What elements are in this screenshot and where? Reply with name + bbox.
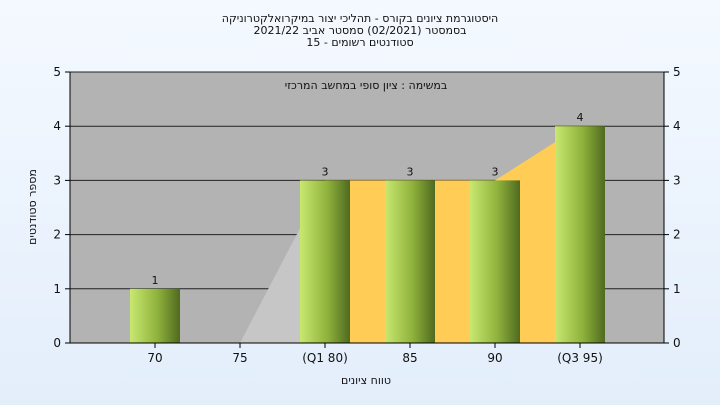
- data-label-5: 4: [577, 111, 584, 124]
- x-tick-label: 85: [402, 351, 417, 365]
- bar-4: [470, 180, 520, 343]
- y-tick-left-label: 0: [53, 336, 61, 350]
- y-tick-right-label: 5: [673, 65, 681, 79]
- bar-0: [130, 288, 180, 343]
- axes: 0 0 1 1 2 2 3 3 4 4 5 5 70 75 (Q1 80) 85 90 (Q3 95): [53, 65, 680, 365]
- bar-5: [555, 126, 605, 343]
- x-tick-label: 75: [232, 351, 247, 365]
- title-line-3: סטודנטים רשומים - 15: [306, 36, 413, 49]
- y-tick-right-label: 0: [673, 336, 681, 350]
- y-tick-left-label: 3: [53, 173, 61, 187]
- chart-annotation: במשימה : ציון סופי במחשב המרכזי: [285, 79, 448, 92]
- x-tick-label: 90: [487, 351, 502, 365]
- x-tick-label: (Q1 80): [302, 351, 348, 365]
- data-label-2: 3: [322, 165, 329, 178]
- title-line-1: היסטוגרמת ציונים בקורס - תהליכי יצור במי…: [222, 12, 498, 25]
- y-tick-left-label: 5: [53, 65, 61, 79]
- y-tick-right-label: 4: [673, 119, 681, 133]
- y-tick-left-label: 2: [53, 228, 61, 242]
- bar-3: [385, 180, 435, 343]
- title-line-2: בסמסטר (02/2021) סמסטר אביב 2021/22: [253, 24, 466, 37]
- x-tick-label: (Q3 95): [557, 351, 603, 365]
- y-tick-left-label: 1: [53, 282, 61, 296]
- data-label-4: 3: [492, 165, 499, 178]
- bar-2: [300, 180, 350, 343]
- data-label-3: 3: [407, 165, 414, 178]
- y-tick-right-label: 3: [673, 173, 681, 187]
- y-tick-right-label: 1: [673, 282, 681, 296]
- data-label-0: 1: [152, 274, 159, 287]
- y-axis-label: מספר סטודנטים: [26, 169, 39, 245]
- chart-title: היסטוגרמת ציונים בקורס - תהליכי יצור במי…: [222, 12, 498, 49]
- x-axis-label: טווח ציונים: [341, 374, 391, 387]
- x-tick-label: 70: [147, 351, 162, 365]
- y-tick-right-label: 2: [673, 228, 681, 242]
- y-tick-left-label: 4: [53, 119, 61, 133]
- bars: 1 3 3 3 4: [130, 111, 605, 343]
